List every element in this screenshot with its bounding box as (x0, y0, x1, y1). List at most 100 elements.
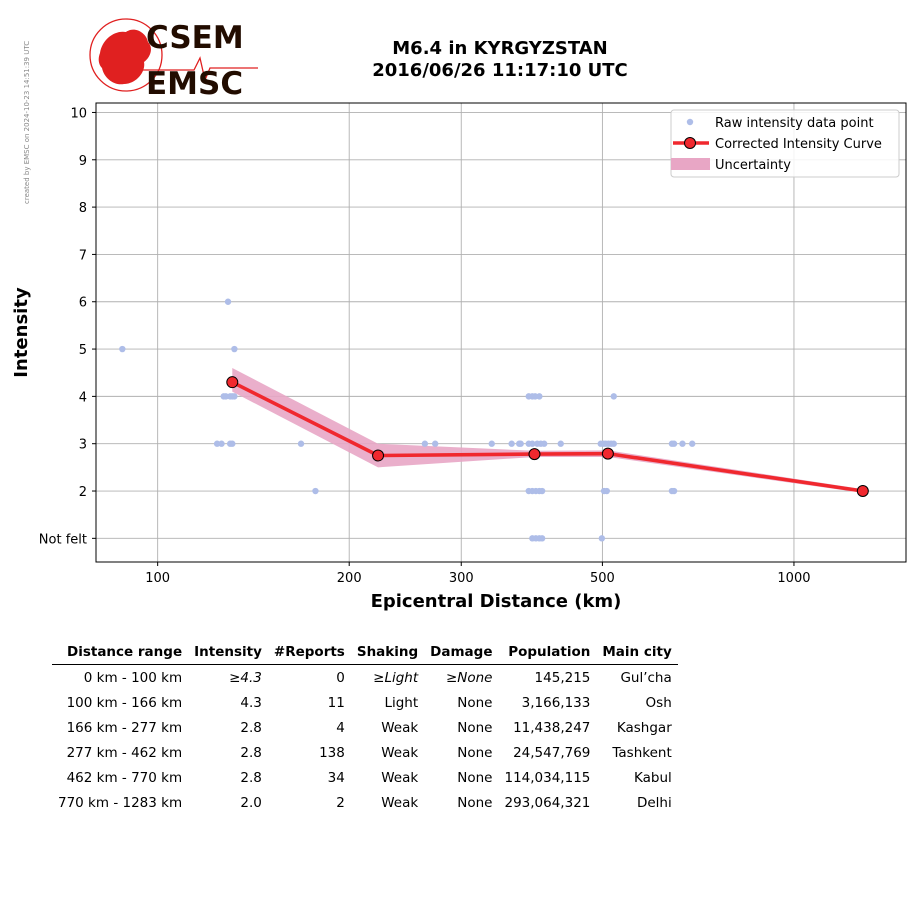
summary-cell: 3,166,133 (521, 694, 591, 711)
y-tick-label: 10 (70, 106, 87, 121)
x-axis-label: Epicentral Distance (km) (371, 591, 622, 612)
raw-data-point (421, 440, 429, 447)
summary-cell: Delhi (636, 794, 672, 811)
curve-marker (372, 449, 385, 462)
legend-entry-label: Corrected Intensity Curve (715, 137, 882, 152)
summary-column-header: Population (498, 640, 597, 665)
curve-layer (226, 376, 869, 498)
y-tick-label: 7 (79, 248, 87, 263)
summary-cell: 4 (336, 719, 345, 736)
legend-entry-label: Uncertainty (715, 158, 791, 173)
logo-csem-text: CSEM (146, 20, 244, 56)
y-tick-label: 3 (79, 438, 87, 453)
summary-cell: Gul’cha (620, 669, 672, 686)
curve-marker (856, 485, 869, 498)
summary-cell: 11 (327, 694, 345, 711)
summary-column-header: Intensity (188, 640, 268, 665)
y-tick-label: Not felt (39, 532, 87, 547)
curve-marker (226, 376, 239, 389)
raw-data-point (517, 440, 524, 447)
raw-data-point (538, 535, 546, 542)
raw-data-point (679, 440, 686, 447)
x-tick-label: 300 (449, 571, 474, 586)
summary-cell: 2.8 (240, 744, 262, 761)
summary-row: 770 km - 1283 km 2.0 2 Weak None 293,064,321 D… (52, 790, 678, 815)
legend-entry-label: Raw intensity data point (715, 116, 874, 131)
raw-data-point (224, 298, 232, 305)
axes: 100 200 300 500 1000 Not felt 2 3 4 5 6 7 8 9 10 Epicen… (11, 102, 907, 612)
raw-data-point (610, 440, 617, 447)
title-event: M6.4 in KYRGYZSTAN (392, 38, 608, 59)
summary-cell: 166 km - 277 km (66, 719, 183, 736)
summary-cell: 2.8 (240, 719, 262, 736)
summary-column-header: #Reports (267, 640, 351, 665)
legend-box (670, 109, 900, 178)
summary-cell: ≥4.3 (229, 669, 262, 686)
summary-cell: ≥None (445, 669, 493, 686)
summary-cell: None (457, 744, 493, 761)
raw-data-point (557, 440, 564, 447)
y-tick-label: 4 (79, 390, 87, 405)
summary-cell: 138 (319, 744, 345, 761)
y-tick-label: 6 (79, 296, 87, 311)
logo-globe-land (98, 29, 151, 85)
x-tick-label: 500 (590, 571, 615, 586)
curve-marker (601, 447, 614, 460)
summary-cell: Weak (381, 794, 419, 811)
raw-points-layer (119, 298, 696, 542)
raw-data-point (431, 440, 439, 447)
summary-cell: Tashkent (612, 744, 672, 761)
raw-data-point (670, 440, 678, 447)
summary-cell: 2 (336, 794, 345, 811)
raw-data-point (231, 345, 238, 353)
summary-column-header: Damage (424, 640, 499, 665)
summary-cell: None (457, 769, 493, 786)
summary-cell: None (457, 694, 493, 711)
summary-cell: Osh (645, 694, 672, 711)
summary-cell: 4.3 (240, 694, 262, 711)
title-datetime: 2016/06/26 11:17:10 UTC (372, 60, 628, 81)
summary-column-header: Distance range (52, 640, 189, 665)
raw-data-point (312, 487, 319, 495)
csem-emsc-logo: CSEM EMSC (89, 18, 258, 96)
summary-cell: None (457, 719, 493, 736)
summary-cell: 0 (336, 669, 345, 686)
y-axis-label: Intensity (11, 287, 32, 378)
raw-data-point (119, 345, 126, 353)
summary-table: Distance range Intensity #Reports Shaking Da… (52, 640, 678, 815)
summary-cell: None (457, 794, 493, 811)
summary-cell: 277 km - 462 km (66, 744, 183, 761)
summary-body: 0 km - 100 km ≥4.3 0 ≥Light ≥None 145,215 Gul’… (52, 665, 678, 816)
legend-raw-swatch (686, 118, 694, 126)
summary-row: 462 km - 770 km 2.8 34 Weak None 114,034,115 K… (52, 765, 678, 790)
legend-curve-swatch-marker (684, 137, 696, 149)
raw-data-point (598, 535, 606, 542)
legend-uncertainty-swatch (671, 158, 710, 170)
summary-cell: Weak (381, 719, 419, 736)
raw-data-point (229, 440, 236, 447)
logo-emsc-text: EMSC (146, 66, 243, 96)
chart-title: M6.4 in KYRGYZSTAN 2016/06/26 11:17:10 U… (300, 38, 700, 82)
logo-seismogram-line (138, 56, 258, 83)
summary-cell: 11,438,247 (513, 719, 591, 736)
summary-cell: 100 km - 166 km (66, 694, 183, 711)
x-tick-label: 200 (337, 571, 362, 586)
summary-row: 0 km - 100 km ≥4.3 0 ≥Light ≥None 145,215 Gul’… (52, 665, 678, 691)
uncertainty-band-layer (232, 367, 863, 493)
y-tick-label: 8 (79, 201, 87, 216)
summary-cell: 2.8 (240, 769, 262, 786)
summary-cell: 34 (327, 769, 345, 786)
raw-data-point (689, 440, 696, 447)
summary-cell: Weak (381, 744, 419, 761)
uncertainty-band (232, 367, 863, 493)
raw-data-point (670, 487, 678, 495)
raw-data-point (538, 487, 546, 495)
y-tick-label: 2 (79, 485, 87, 500)
raw-data-point (488, 440, 495, 447)
summary-column-header: Shaking (350, 640, 425, 665)
raw-data-point (536, 393, 543, 400)
summary-cell: Kabul (633, 769, 672, 786)
summary-cell: Light (384, 694, 419, 711)
y-tick-label: 9 (79, 154, 87, 169)
summary-row: 100 km - 166 km 4.3 11 Light None 3,166,133 Os… (52, 690, 678, 715)
